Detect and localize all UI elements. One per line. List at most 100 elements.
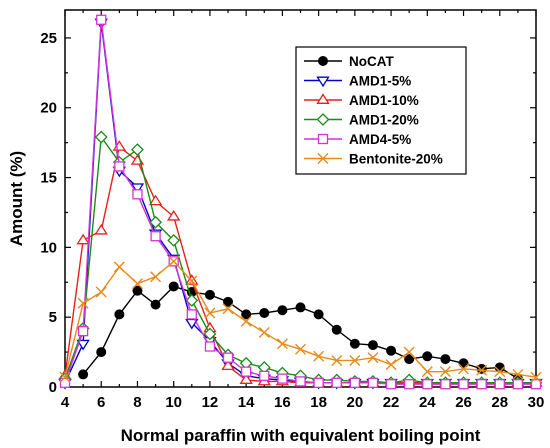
data-point: [149, 215, 162, 229]
x-tick-label: 16: [274, 394, 291, 411]
data-point: [422, 351, 433, 362]
y-tick-label: 20: [40, 100, 57, 117]
data-point: [94, 223, 108, 235]
y-tick-label: 25: [40, 30, 57, 47]
data-point: [403, 346, 415, 358]
data-point: [78, 369, 89, 380]
data-point: [222, 352, 234, 363]
data-point: [404, 354, 415, 365]
x-tick-label: 10: [165, 394, 182, 411]
data-point: [204, 341, 216, 352]
data-point: [114, 161, 125, 172]
data-point: [185, 294, 199, 307]
data-point: [240, 315, 252, 327]
legend-box: [295, 46, 467, 175]
x-axis-label: Normal paraffin with equivalent boiling …: [121, 426, 481, 445]
data-point: [259, 307, 270, 318]
data-point: [259, 370, 270, 381]
data-point: [222, 303, 234, 315]
data-point: [130, 183, 145, 195]
y-tick-label: 15: [40, 170, 57, 187]
x-tick-label: 30: [528, 394, 545, 411]
data-point: [95, 286, 107, 298]
legend-label: Bentonite-20%: [349, 152, 443, 167]
y-axis-label: Amount (%): [7, 151, 26, 246]
data-point: [476, 364, 488, 376]
data-point: [186, 275, 198, 287]
data-point: [150, 271, 162, 283]
data-point: [331, 377, 342, 388]
data-point: [458, 379, 469, 390]
data-point: [512, 368, 524, 380]
data-point: [295, 376, 306, 387]
data-point: [168, 255, 180, 267]
legend-item: NoCAT: [304, 54, 394, 69]
data-point: [77, 297, 89, 309]
data-point: [385, 359, 397, 371]
series-layer: [58, 14, 543, 390]
data-point: [316, 76, 330, 88]
data-point: [316, 93, 330, 104]
legend-item: AMD4-5%: [304, 132, 411, 147]
data-point: [167, 209, 181, 221]
data-point: [331, 324, 342, 335]
data-point: [223, 296, 234, 307]
data-point: [59, 377, 71, 388]
data-point: [150, 231, 161, 242]
data-point: [476, 363, 487, 374]
data-point: [167, 233, 181, 247]
x-tick-label: 28: [491, 394, 508, 411]
data-point: [168, 281, 179, 292]
data-point: [96, 347, 107, 358]
legend-label: NoCAT: [349, 54, 394, 69]
data-point: [458, 363, 470, 375]
data-point: [203, 327, 217, 341]
data-point: [317, 133, 329, 145]
data-point: [277, 373, 288, 384]
legend-item: Bentonite-20%: [304, 152, 443, 167]
legend-item: AMD1-20%: [304, 113, 419, 128]
y-tick-label: 5: [49, 309, 57, 326]
legend-item: AMD1-5%: [304, 74, 411, 89]
x-tick-label: 22: [383, 394, 400, 411]
x-tick-label: 18: [310, 394, 327, 411]
x-tick-label: 6: [97, 394, 105, 411]
data-point: [113, 261, 125, 273]
data-point: [313, 377, 324, 388]
data-point: [131, 278, 143, 290]
data-point: [386, 345, 397, 356]
data-point: [132, 189, 143, 200]
legend: NoCAT AMD1-5% AMD1-10% AMD1-20% AMD4-5% Bento…: [295, 46, 467, 175]
data-point: [367, 352, 379, 364]
series-amd4-5-: [59, 14, 542, 390]
x-tick-label: 24: [419, 394, 436, 411]
data-point: [241, 309, 252, 320]
axes: 4 6 8 10 12 14 16 18 20 22 24 26 28 30 0 5 10 15 20 25: [40, 9, 545, 411]
x-tick-label: 12: [202, 394, 219, 411]
data-point: [458, 358, 469, 369]
data-point: [422, 379, 433, 390]
data-point: [331, 354, 343, 366]
data-point: [94, 130, 108, 144]
data-point: [77, 325, 89, 337]
data-point: [76, 233, 90, 245]
y-tick-label: 0: [49, 379, 57, 396]
data-point: [276, 338, 288, 350]
legend-label: AMD1-5%: [349, 74, 411, 89]
data-point: [421, 366, 433, 378]
data-point: [385, 379, 397, 390]
data-point: [440, 379, 451, 390]
data-point: [367, 340, 378, 351]
data-point: [530, 379, 542, 390]
data-point: [512, 379, 524, 390]
data-point: [317, 153, 329, 164]
data-point: [494, 379, 505, 390]
data-point: [318, 56, 328, 66]
series-bentonite-20-: [59, 255, 542, 383]
legend-label: AMD1-10%: [349, 93, 419, 108]
legend-label: AMD4-5%: [349, 132, 411, 147]
data-point: [349, 354, 361, 366]
data-point: [440, 354, 451, 365]
series-nocat: [78, 281, 523, 384]
data-point: [258, 327, 270, 339]
